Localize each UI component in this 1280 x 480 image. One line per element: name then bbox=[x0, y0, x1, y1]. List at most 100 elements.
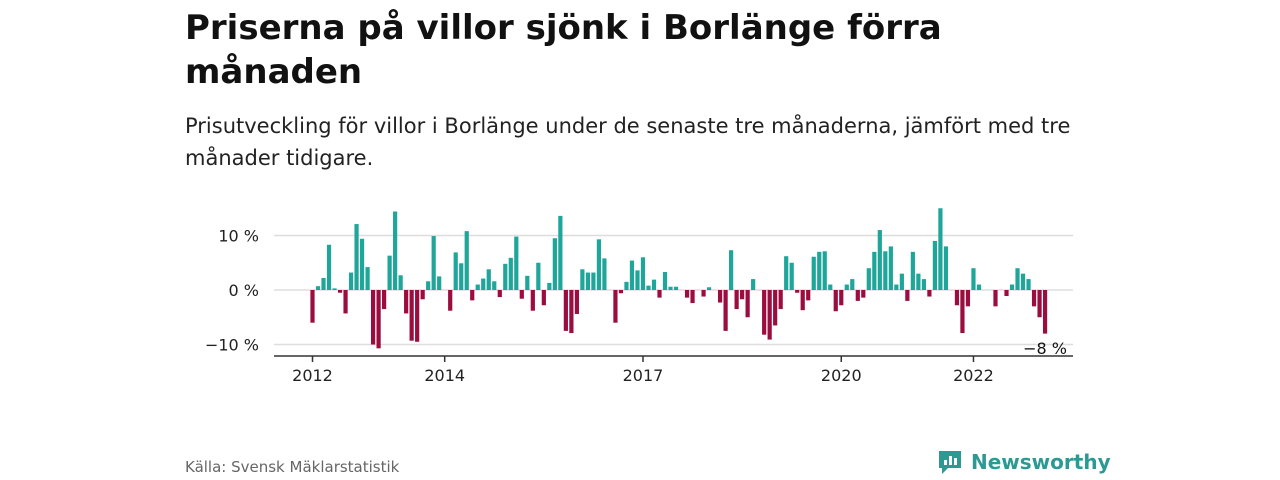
bar-positive bbox=[673, 286, 679, 290]
source-note: Källa: Svensk Mäklarstatistik bbox=[185, 458, 400, 476]
bar-negative bbox=[717, 290, 723, 303]
bar-negative bbox=[954, 290, 960, 306]
x-tick-label: 2014 bbox=[424, 366, 465, 385]
bar-positive bbox=[662, 272, 668, 290]
bar-positive bbox=[624, 281, 629, 291]
bar-positive bbox=[503, 263, 508, 290]
bar-negative bbox=[905, 290, 910, 301]
bar-negative bbox=[613, 290, 618, 323]
bar-negative bbox=[343, 290, 348, 314]
bar-positive bbox=[784, 256, 789, 290]
bar-positive bbox=[508, 257, 513, 290]
bar-positive bbox=[525, 275, 530, 290]
bar-negative bbox=[723, 290, 728, 331]
bar-positive bbox=[635, 270, 640, 290]
bar-positive bbox=[326, 244, 332, 290]
bar-negative bbox=[530, 290, 535, 311]
bar-negative bbox=[800, 290, 805, 311]
bar-positive bbox=[866, 268, 871, 290]
bar-negative bbox=[806, 290, 811, 301]
brand-name: Newsworthy bbox=[971, 450, 1111, 474]
y-tick-label: 10 % bbox=[218, 227, 259, 246]
bar-negative bbox=[960, 290, 965, 334]
bar-positive bbox=[315, 286, 321, 290]
bar-positive bbox=[547, 282, 552, 290]
bar-positive bbox=[585, 272, 590, 290]
bar-negative bbox=[382, 290, 387, 310]
bar-negative bbox=[993, 290, 998, 307]
bar-positive bbox=[437, 276, 442, 291]
bar-positive bbox=[486, 269, 491, 290]
x-tick-label: 2017 bbox=[623, 366, 664, 385]
bar-negative bbox=[767, 290, 772, 340]
bar-positive bbox=[387, 255, 392, 290]
bar-negative bbox=[795, 290, 800, 293]
chart-title: Priserna på villor sjönk i Borlänge förr… bbox=[185, 8, 942, 92]
bar-positive bbox=[877, 230, 882, 290]
bar-negative bbox=[855, 290, 860, 301]
bar-positive bbox=[426, 281, 431, 290]
y-tick-label: −10 % bbox=[205, 336, 259, 355]
bar-positive bbox=[943, 246, 949, 290]
bar-positive bbox=[514, 236, 519, 290]
newsworthy-brand[interactable]: Newsworthy bbox=[937, 449, 1111, 475]
x-tick-label: 2022 bbox=[953, 366, 994, 385]
bar-positive bbox=[348, 272, 354, 290]
bar-positive bbox=[916, 273, 921, 290]
bar-negative bbox=[337, 290, 343, 293]
price-change-bar-chart: 10 % 0 % −10 % 2012 2014 2017 2020 2022 −8 % bbox=[205, 208, 1073, 385]
bar-positive bbox=[817, 251, 822, 290]
bar-negative bbox=[1004, 290, 1009, 296]
bar-negative bbox=[745, 290, 750, 318]
bar-positive bbox=[552, 238, 557, 290]
bar-positive bbox=[668, 286, 673, 290]
bar-negative bbox=[470, 290, 475, 301]
bar-positive bbox=[332, 288, 337, 290]
last-value-label: −8 % bbox=[1023, 339, 1067, 358]
bar-positive bbox=[1015, 268, 1020, 290]
bar-positive bbox=[789, 262, 794, 290]
bar-positive bbox=[398, 275, 403, 290]
bar-positive bbox=[1026, 279, 1031, 290]
bar-positive bbox=[1009, 284, 1015, 290]
bar-negative bbox=[701, 290, 706, 297]
bar-negative bbox=[519, 290, 524, 299]
bar-positive bbox=[453, 252, 458, 290]
bar-negative bbox=[370, 290, 376, 345]
bar-negative bbox=[833, 290, 838, 312]
bar-positive bbox=[751, 279, 756, 290]
bar-positive bbox=[822, 251, 827, 290]
bar-negative bbox=[420, 290, 425, 300]
bar-positive bbox=[354, 224, 359, 290]
bar-positive bbox=[536, 262, 541, 290]
bar-positive bbox=[459, 263, 464, 291]
bar-positive bbox=[888, 246, 893, 290]
bar-negative bbox=[541, 290, 546, 306]
bar-negative bbox=[415, 290, 420, 342]
bar-negative bbox=[965, 290, 971, 307]
bar-positive bbox=[651, 279, 657, 290]
bar-positive bbox=[729, 250, 734, 290]
bar-positive bbox=[558, 215, 563, 290]
chart-subtitle: Prisutveckling för villor i Borlänge und… bbox=[185, 114, 1071, 170]
bar-positive bbox=[894, 284, 899, 290]
bar-positive bbox=[971, 268, 976, 290]
bar-negative bbox=[563, 290, 568, 331]
bar-negative bbox=[657, 290, 662, 298]
bar-negative bbox=[618, 290, 624, 294]
bar-negative bbox=[310, 290, 315, 323]
bar-positive bbox=[492, 281, 497, 290]
bar-negative bbox=[497, 290, 502, 298]
bar-negative bbox=[1042, 290, 1048, 334]
bar-negative bbox=[569, 290, 574, 334]
bar-negative bbox=[734, 290, 739, 310]
bar-negative bbox=[927, 290, 932, 297]
bar-positive bbox=[481, 278, 486, 291]
bar-negative bbox=[1037, 290, 1042, 318]
bar-negative bbox=[404, 290, 409, 314]
bar-positive bbox=[899, 273, 904, 290]
bar-positive bbox=[976, 284, 982, 290]
bar-positive bbox=[602, 258, 607, 290]
bar-negative bbox=[684, 290, 690, 298]
bar-positive bbox=[1020, 273, 1026, 290]
